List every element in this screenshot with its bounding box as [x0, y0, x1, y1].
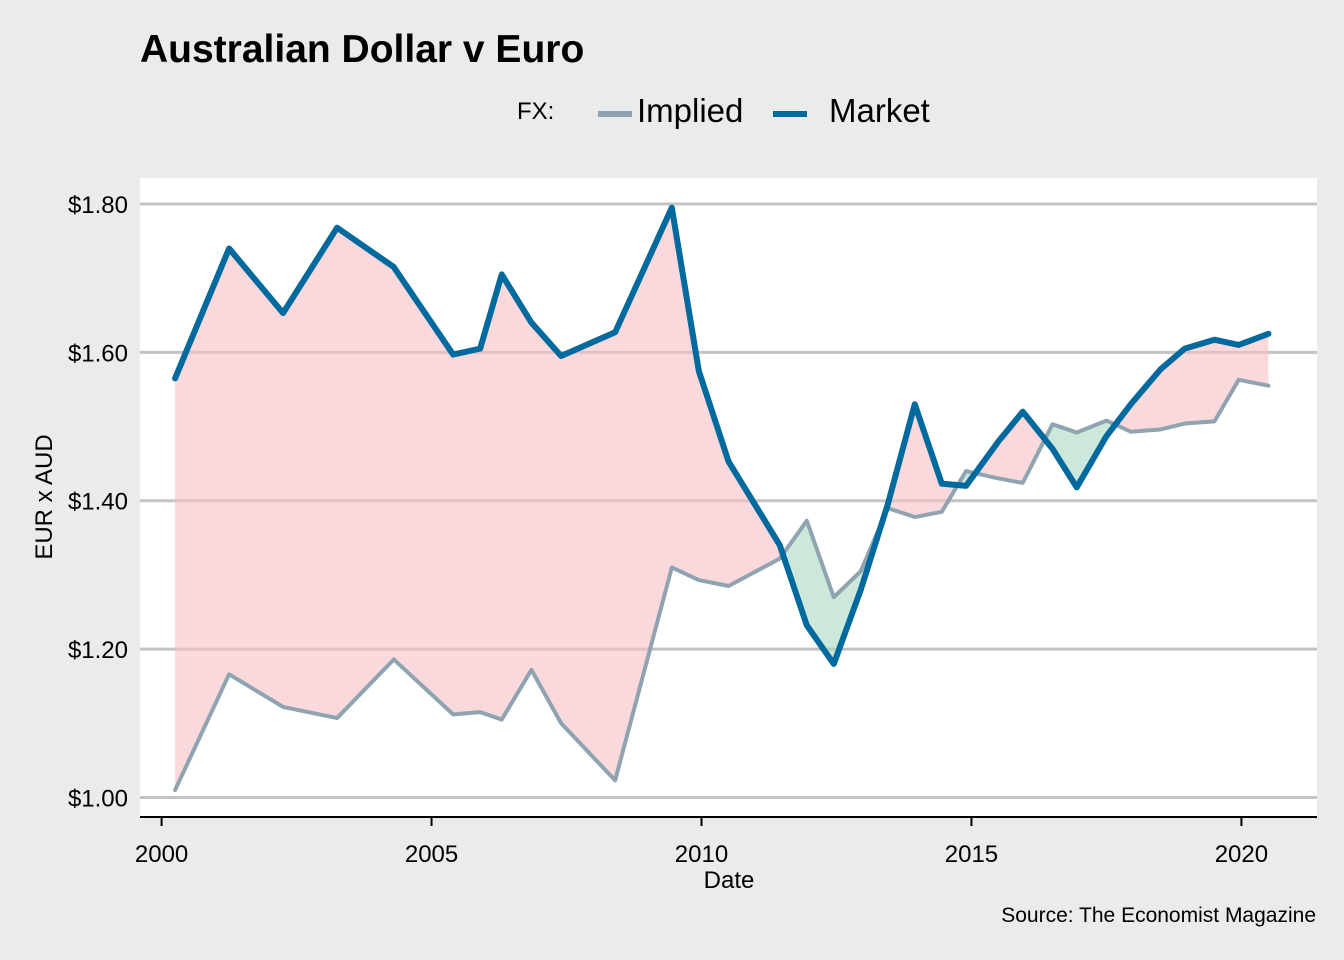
fill-market-below [782, 518, 884, 664]
x-tick-label: 2005 [405, 841, 458, 868]
fill-market-below [1044, 420, 1116, 488]
y-axis-title: EUR x AUD [31, 434, 58, 559]
y-tick-label: $1.60 [68, 340, 128, 367]
x-tick-label: 2015 [945, 841, 998, 868]
legend-label-market: Market [829, 92, 930, 129]
y-tick-label: $1.20 [68, 637, 128, 664]
y-tick-label: $1.40 [68, 489, 128, 516]
legend-swatch-implied [598, 111, 632, 117]
series-line-implied [173, 377, 1271, 793]
series-line-market [172, 204, 1272, 667]
fill-market-above [975, 411, 1045, 483]
source-note: Source: The Economist Magazine [1001, 904, 1316, 927]
legend-swatch-market [773, 111, 807, 117]
legend-title: FX: [517, 98, 555, 125]
x-axis-title: Date [704, 867, 755, 894]
legend: FX: Implied Market [0, 92, 1344, 136]
fill-market-above [1115, 333, 1269, 432]
legend-label-implied: Implied [637, 92, 744, 129]
x-tick-label: 2020 [1215, 841, 1268, 868]
x-tick-label: 2000 [135, 841, 188, 868]
y-tick-label: $1.00 [68, 785, 128, 812]
chart-title: Australian Dollar v Euro [140, 28, 585, 71]
y-tick-label: $1.80 [68, 192, 128, 219]
x-tick-label: 2010 [675, 841, 728, 868]
fill-market-above [175, 207, 783, 791]
fill-market-above [883, 404, 958, 519]
